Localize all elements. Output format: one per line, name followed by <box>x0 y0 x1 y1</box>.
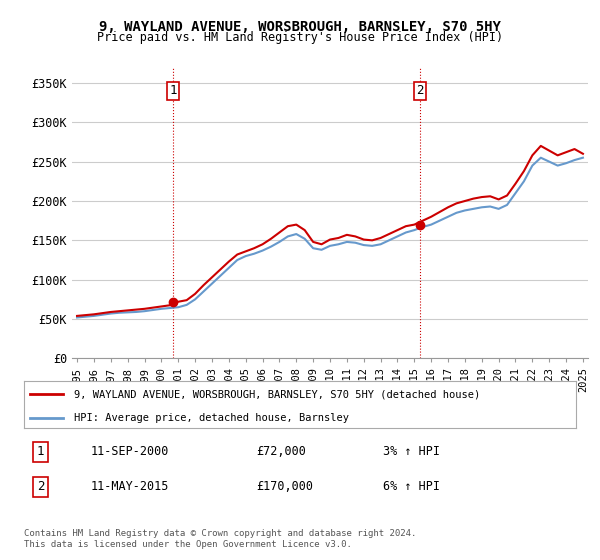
Text: 3% ↑ HPI: 3% ↑ HPI <box>383 445 440 459</box>
Text: 9, WAYLAND AVENUE, WORSBROUGH, BARNSLEY, S70 5HY (detached house): 9, WAYLAND AVENUE, WORSBROUGH, BARNSLEY,… <box>74 389 480 399</box>
Text: 2: 2 <box>416 85 424 97</box>
Text: 2: 2 <box>37 480 44 493</box>
Text: Contains HM Land Registry data © Crown copyright and database right 2024.
This d: Contains HM Land Registry data © Crown c… <box>24 529 416 549</box>
Text: 1: 1 <box>169 85 177 97</box>
Text: 11-MAY-2015: 11-MAY-2015 <box>90 480 169 493</box>
Text: 11-SEP-2000: 11-SEP-2000 <box>90 445 169 459</box>
Text: 6% ↑ HPI: 6% ↑ HPI <box>383 480 440 493</box>
Text: 1: 1 <box>37 445 44 459</box>
Text: Price paid vs. HM Land Registry's House Price Index (HPI): Price paid vs. HM Land Registry's House … <box>97 31 503 44</box>
Text: £170,000: £170,000 <box>256 480 313 493</box>
Text: £72,000: £72,000 <box>256 445 306 459</box>
Text: 9, WAYLAND AVENUE, WORSBROUGH, BARNSLEY, S70 5HY: 9, WAYLAND AVENUE, WORSBROUGH, BARNSLEY,… <box>99 20 501 34</box>
Text: HPI: Average price, detached house, Barnsley: HPI: Average price, detached house, Barn… <box>74 413 349 423</box>
